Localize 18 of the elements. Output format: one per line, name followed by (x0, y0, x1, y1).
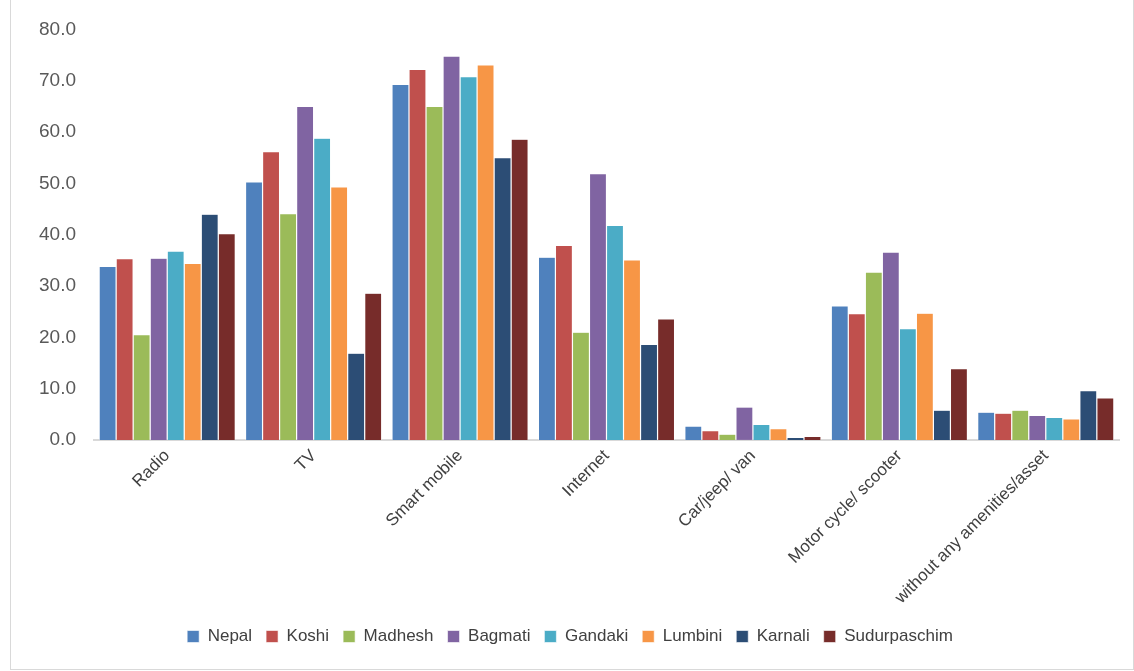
legend-label: Koshi (286, 626, 330, 646)
y-tick-label: 10.0 (39, 376, 76, 398)
legend-label: Karnali (756, 626, 810, 646)
x-tick-label: TV (290, 445, 321, 475)
legend-label: Bagmati (468, 626, 531, 646)
legend-label: Sudurpaschim (844, 626, 953, 646)
y-tick-label: 30.0 (39, 274, 76, 296)
y-tick-label: 20.0 (39, 325, 76, 347)
y-tick-label: 50.0 (39, 171, 76, 193)
legend-label: Nepal (207, 626, 253, 646)
y-tick-label: 70.0 (39, 68, 76, 90)
legend-label: Gandaki (564, 626, 629, 646)
legend-label: Lumbini (662, 626, 723, 646)
y-tick-label: 60.0 (39, 120, 76, 142)
legend-label: Madhesh (363, 626, 434, 646)
y-tick-label: 40.0 (39, 222, 76, 244)
y-tick-label: 80.0 (39, 17, 76, 39)
y-tick-label: 0.0 (49, 428, 76, 450)
